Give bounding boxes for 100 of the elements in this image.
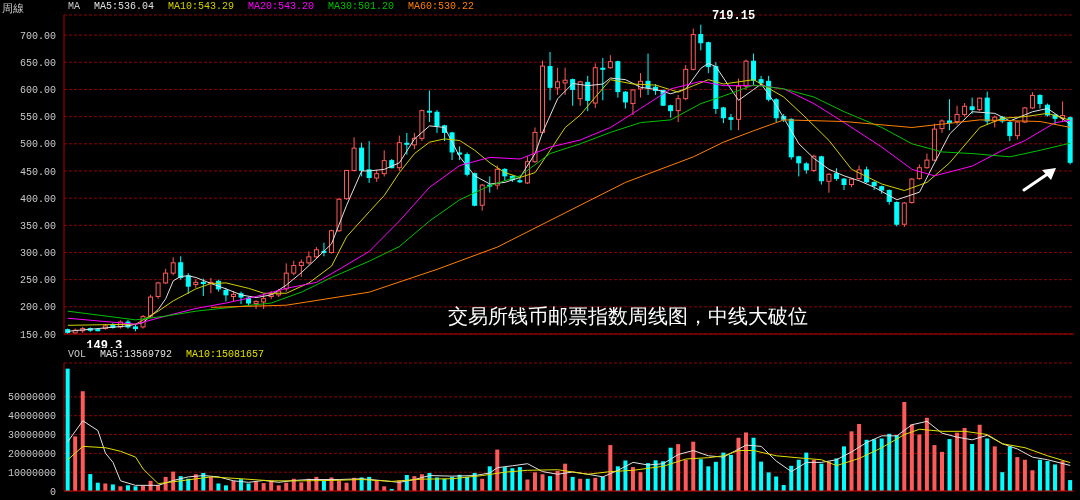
bar <box>668 447 673 491</box>
candlestick <box>909 177 915 205</box>
bar <box>570 476 575 491</box>
bar <box>1060 461 1065 491</box>
text: MA5:13569792 <box>100 349 173 360</box>
bar <box>480 478 485 491</box>
bar <box>1022 459 1027 491</box>
y-tick-label: 600.00 <box>19 85 56 96</box>
bar <box>246 483 251 491</box>
bar <box>985 438 990 491</box>
bar <box>713 461 718 491</box>
bar <box>819 463 824 491</box>
bar <box>103 483 108 491</box>
bar <box>728 454 733 491</box>
bar <box>811 459 816 491</box>
text: MA60:530.22 <box>408 1 475 12</box>
candlestick <box>947 98 953 131</box>
bar <box>1053 464 1058 491</box>
candlestick <box>404 132 410 156</box>
candlestick <box>728 113 734 131</box>
y-tick-label: 400.00 <box>19 193 56 205</box>
bar <box>909 424 914 491</box>
bar <box>939 451 944 491</box>
y-tick-label: 10000000 <box>7 467 56 479</box>
y-tick-label: 40000000 <box>7 411 56 423</box>
bar <box>970 443 975 491</box>
text: 周線 <box>2 1 24 16</box>
y-tick-label: 650.00 <box>19 57 56 69</box>
bar <box>759 461 764 491</box>
candlestick <box>675 94 681 123</box>
bar <box>736 437 741 491</box>
bar <box>872 439 877 491</box>
bar <box>1007 446 1012 491</box>
text: MA10:543.29 <box>168 1 235 12</box>
bar <box>691 441 696 491</box>
bar <box>1037 459 1042 491</box>
bar <box>706 466 711 491</box>
candlestick <box>517 176 523 184</box>
bar <box>299 482 304 491</box>
bar <box>65 368 70 491</box>
y-tick-label: 500.00 <box>19 139 56 151</box>
bar <box>1000 472 1005 491</box>
bar <box>924 417 929 491</box>
candlestick <box>479 183 485 212</box>
line-series <box>210 119 1071 308</box>
annotation: 719.15 <box>711 8 756 23</box>
bar <box>510 468 515 491</box>
y-tick-label: 30000000 <box>7 430 56 442</box>
y-tick-label: 300.00 <box>19 248 56 260</box>
candlestick <box>954 105 960 126</box>
candlestick <box>585 75 591 112</box>
bar <box>744 432 749 491</box>
bar <box>495 449 500 491</box>
bar <box>879 438 884 491</box>
bar <box>1015 457 1020 491</box>
bar <box>826 461 831 491</box>
bar <box>1068 480 1073 491</box>
bar <box>796 459 801 491</box>
bar <box>540 474 545 491</box>
bar <box>578 478 583 491</box>
bar <box>962 427 967 491</box>
y-tick-label: 200.00 <box>19 302 56 314</box>
text: MA10:15081657 <box>186 349 265 360</box>
bar <box>1045 461 1050 491</box>
candlestick <box>351 136 357 173</box>
bar <box>992 446 997 491</box>
candlestick <box>901 201 907 228</box>
bar <box>80 391 85 491</box>
bar <box>887 433 892 491</box>
bar <box>110 484 115 491</box>
candlestick <box>185 272 191 295</box>
candlestick <box>698 24 704 51</box>
bar <box>88 474 93 491</box>
bar <box>73 436 78 491</box>
y-tick-label: 150.00 <box>19 329 56 341</box>
bar <box>849 431 854 491</box>
bar <box>216 483 221 491</box>
candlestick <box>426 90 432 123</box>
y-tick-label: 550.00 <box>19 112 56 124</box>
bar <box>638 472 643 491</box>
candlestick <box>577 80 583 107</box>
y-tick-label: 450.00 <box>19 166 56 178</box>
bar <box>842 446 846 491</box>
bar <box>593 477 598 491</box>
bar <box>955 432 960 491</box>
bar <box>548 476 553 491</box>
bar <box>608 445 613 491</box>
text: MA5:536.04 <box>94 1 155 12</box>
bar <box>917 434 922 491</box>
candlestick <box>630 88 636 116</box>
candlestick <box>705 41 711 74</box>
candlestick <box>381 149 387 177</box>
candlestick <box>562 67 568 96</box>
candlestick <box>306 250 312 265</box>
candlestick <box>547 51 553 101</box>
bar <box>653 460 658 491</box>
bar <box>932 445 937 491</box>
bar <box>1030 470 1035 491</box>
text: MA30:501.20 <box>328 1 395 12</box>
bar <box>834 458 839 491</box>
